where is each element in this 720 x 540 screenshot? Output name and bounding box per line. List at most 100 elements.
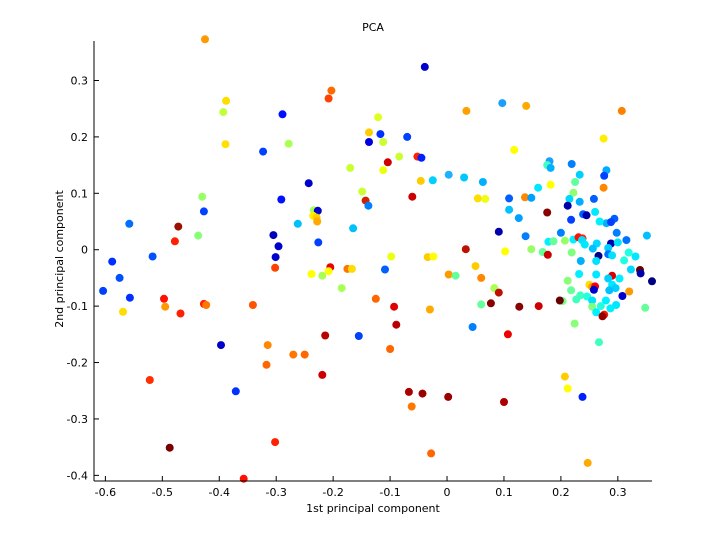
data-point-219 — [427, 449, 436, 458]
chart-title: PCA — [362, 21, 384, 34]
data-point-132 — [471, 262, 480, 271]
data-point-48 — [408, 192, 417, 201]
data-point-178 — [588, 302, 597, 311]
data-point-208 — [145, 376, 154, 384]
data-point-30 — [346, 163, 355, 172]
data-point-114 — [543, 250, 552, 259]
data-point-218 — [165, 443, 174, 452]
data-point-53 — [575, 197, 584, 206]
y-tick-label: 0.2 — [71, 131, 89, 144]
data-point-145 — [318, 271, 327, 280]
data-point-4 — [222, 96, 231, 105]
data-point-211 — [404, 387, 413, 396]
data-point-125 — [592, 257, 601, 265]
data-point-158 — [567, 286, 576, 295]
data-point-195 — [468, 323, 477, 331]
data-point-193 — [570, 319, 579, 328]
data-point-76 — [125, 219, 134, 228]
data-point-14 — [403, 132, 412, 141]
data-point-199 — [595, 338, 603, 347]
data-point-108 — [501, 247, 510, 256]
data-point-181 — [486, 299, 495, 308]
data-point-20 — [510, 145, 519, 154]
data-point-214 — [444, 392, 453, 401]
data-point-176 — [596, 302, 605, 311]
y-tick-label: 0 — [81, 244, 88, 257]
data-point-135 — [636, 269, 645, 278]
data-point-151 — [605, 286, 614, 295]
data-point-103 — [274, 242, 283, 251]
data-point-104 — [461, 245, 470, 254]
data-point-160 — [625, 287, 634, 296]
data-point-117 — [271, 253, 280, 262]
data-point-19 — [221, 140, 230, 149]
y-tick-label: -0.3 — [67, 413, 88, 426]
data-point-59 — [563, 201, 572, 210]
data-point-60 — [364, 201, 373, 210]
data-point-74 — [313, 217, 322, 226]
data-point-205 — [262, 360, 271, 369]
data-point-152 — [99, 286, 108, 295]
data-point-29 — [546, 163, 555, 172]
data-point-16 — [365, 138, 373, 146]
data-point-41 — [571, 178, 580, 186]
x-tick-label: -0.2 — [322, 486, 343, 499]
data-point-43 — [599, 183, 608, 192]
data-point-186 — [641, 303, 650, 312]
x-axis-ticks: -0.6 -0.5 -0.4 -0.3 -0.2 -0.1 0 0.1 0.2 0.3 — [95, 476, 627, 499]
data-point-212 — [418, 389, 427, 398]
data-point-127 — [271, 263, 280, 272]
data-point-7 — [219, 108, 228, 117]
data-point-80 — [174, 222, 183, 231]
data-point-210 — [231, 387, 240, 396]
data-point-144 — [477, 273, 486, 282]
data-point-39 — [416, 176, 425, 185]
x-tick-label: 0 — [444, 486, 451, 499]
data-point-68 — [582, 211, 591, 220]
data-point-175 — [161, 302, 170, 311]
data-point-42 — [546, 180, 555, 189]
scatter-points — [99, 35, 656, 483]
data-point-3 — [324, 94, 333, 103]
data-point-56 — [589, 194, 598, 203]
data-point-63 — [313, 206, 322, 215]
data-point-15 — [599, 134, 608, 143]
data-point-77 — [293, 219, 302, 228]
data-point-177 — [248, 301, 257, 309]
x-tick-label: 0.1 — [495, 486, 513, 499]
x-tick-label: 0.3 — [609, 486, 627, 499]
data-point-183 — [534, 302, 543, 311]
data-point-66 — [591, 207, 600, 216]
data-point-194 — [392, 320, 401, 329]
data-point-188 — [592, 308, 601, 317]
data-point-78 — [607, 218, 615, 227]
y-tick-label: 0.1 — [71, 187, 89, 200]
x-tick-label: -0.1 — [379, 486, 400, 499]
data-point-196 — [503, 330, 512, 339]
data-point-174 — [202, 301, 211, 309]
data-point-34 — [600, 171, 609, 180]
data-point-101 — [613, 238, 622, 247]
data-point-119 — [148, 252, 157, 261]
data-point-0 — [201, 35, 209, 44]
data-point-6 — [522, 101, 531, 110]
data-point-190 — [176, 309, 185, 318]
data-point-65 — [543, 208, 552, 217]
data-point-122 — [429, 252, 438, 261]
data-point-97 — [622, 236, 631, 245]
data-point-197 — [321, 331, 330, 340]
data-point-84 — [612, 228, 621, 237]
data-point-99 — [580, 240, 589, 249]
data-point-93 — [560, 236, 569, 245]
data-point-170 — [160, 294, 168, 303]
data-point-10 — [278, 110, 287, 119]
data-point-54 — [277, 195, 286, 204]
x-tick-label: -0.4 — [209, 486, 230, 499]
data-point-202 — [386, 345, 395, 353]
data-point-148 — [115, 273, 124, 282]
y-tick-label: 0.3 — [71, 74, 89, 87]
data-point-198 — [354, 332, 363, 340]
data-point-215 — [407, 402, 416, 411]
data-point-136 — [592, 270, 601, 279]
data-point-38 — [478, 178, 487, 186]
